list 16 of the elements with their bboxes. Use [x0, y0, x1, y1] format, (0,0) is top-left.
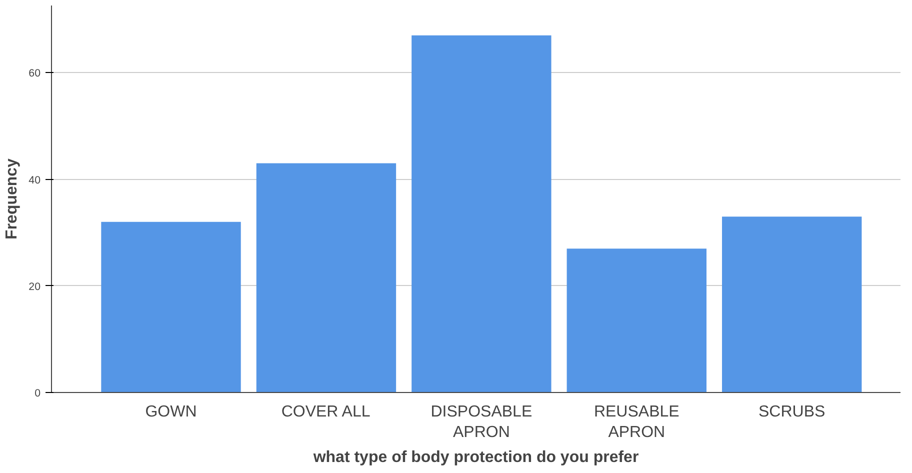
y-tick-label: 60 — [28, 68, 41, 80]
x-tick-label: GOWN — [145, 404, 197, 420]
y-tick-label: 40 — [28, 174, 41, 186]
bar — [566, 248, 706, 392]
bar — [101, 222, 241, 392]
x-tick-label: DISPOSABLE APRON — [430, 404, 532, 441]
x-axis-title: what type of body protection do you prefer — [312, 448, 639, 466]
x-tick-label: COVER ALL — [281, 404, 370, 420]
x-tick-label: SCRUBS — [758, 404, 826, 420]
x-tick-label: REUSABLE APRON — [594, 404, 680, 441]
bar — [256, 163, 396, 392]
y-tick-label: 20 — [28, 280, 41, 293]
y-axis-title: Frequency — [4, 158, 21, 240]
y-tick-label: 0 — [34, 388, 41, 400]
bar — [722, 216, 862, 392]
bar — [412, 35, 552, 392]
